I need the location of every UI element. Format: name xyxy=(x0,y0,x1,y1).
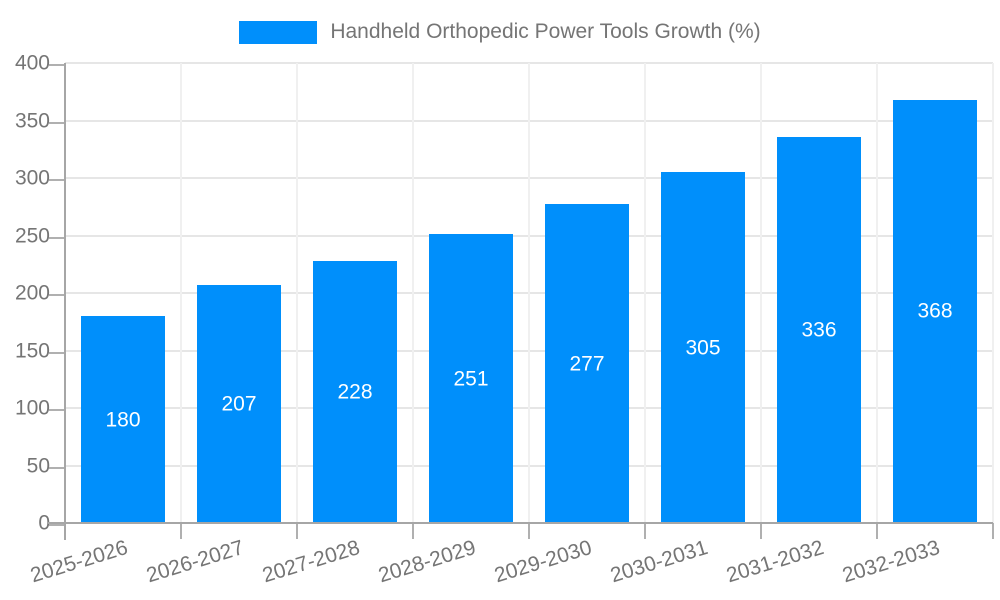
bar: 180 xyxy=(81,316,165,523)
y-tick xyxy=(49,179,65,181)
y-tick xyxy=(49,524,65,526)
bar: 277 xyxy=(545,204,629,523)
x-tick xyxy=(992,523,994,539)
bar-value-label: 228 xyxy=(337,380,373,404)
y-tick-label: 250 xyxy=(14,224,50,247)
y-tick xyxy=(49,294,65,296)
x-tick xyxy=(644,523,646,539)
bar-value-label: 277 xyxy=(569,352,605,376)
v-gridline xyxy=(412,63,414,523)
x-tick-label: 2026-2027 xyxy=(143,535,247,588)
bar: 207 xyxy=(197,284,281,523)
x-tick-label: 2025-2026 xyxy=(27,535,131,588)
x-tick-label: 2028-2029 xyxy=(375,535,479,588)
bar: 251 xyxy=(429,234,513,523)
y-tick-label: 100 xyxy=(14,396,50,420)
bar-value-label: 368 xyxy=(917,299,953,323)
y-tick-label: 400 xyxy=(14,51,50,75)
y-tick-label: 300 xyxy=(14,166,50,190)
x-tick xyxy=(876,523,878,539)
y-tick xyxy=(49,351,65,354)
y-tick xyxy=(49,236,65,239)
y-tick xyxy=(49,64,65,66)
x-tick xyxy=(296,523,298,539)
x-tick xyxy=(412,523,414,539)
x-tick-label: 2031-2032 xyxy=(723,535,827,588)
y-axis: 0 50 100 150 200 250 300 350 400 xyxy=(0,53,65,534)
legend: Handheld Orthopedic Power Tools Growth (… xyxy=(0,20,1000,44)
plot-area: 180 207 228 251 277 305 336 368 xyxy=(65,62,994,523)
y-tick-label: 200 xyxy=(14,281,50,305)
x-tick xyxy=(528,523,530,539)
v-gridline xyxy=(180,63,182,523)
legend-swatch xyxy=(239,20,318,44)
bar: 336 xyxy=(777,136,861,523)
x-tick xyxy=(760,523,762,539)
bar-value-label: 207 xyxy=(221,392,257,416)
bar: 305 xyxy=(661,172,745,523)
v-gridline xyxy=(876,63,878,523)
y-tick-label: 50 xyxy=(26,454,50,477)
legend-label: Handheld Orthopedic Power Tools Growth (… xyxy=(330,20,761,43)
y-tick xyxy=(49,121,65,124)
v-gridline xyxy=(296,63,298,523)
v-gridline xyxy=(992,63,994,523)
x-tick-label: 2030-2031 xyxy=(607,535,711,588)
bar-value-label: 305 xyxy=(685,336,721,360)
y-tick xyxy=(49,409,65,411)
bar: 368 xyxy=(893,99,977,523)
bar-value-label: 251 xyxy=(453,367,489,391)
x-tick-label: 2032-2033 xyxy=(839,535,943,588)
v-gridline xyxy=(644,63,646,523)
v-gridline xyxy=(760,63,762,523)
y-axis-line xyxy=(64,63,66,540)
y-tick xyxy=(49,466,65,469)
x-tick xyxy=(180,523,182,539)
y-tick-label: 350 xyxy=(14,109,50,132)
x-tick-label: 2029-2030 xyxy=(491,535,595,588)
bar: 228 xyxy=(313,260,397,523)
v-gridline xyxy=(528,63,530,523)
bar-value-label: 336 xyxy=(801,318,837,342)
x-axis: 2025-2026 2026-2027 2027-2028 2028-2029 2029… xyxy=(27,523,994,600)
bar-value-label: 180 xyxy=(105,408,141,431)
y-tick-label: 0 xyxy=(38,511,50,535)
y-tick-label: 150 xyxy=(14,339,50,362)
x-tick-label: 2027-2028 xyxy=(259,535,363,588)
x-axis-line xyxy=(48,522,993,524)
